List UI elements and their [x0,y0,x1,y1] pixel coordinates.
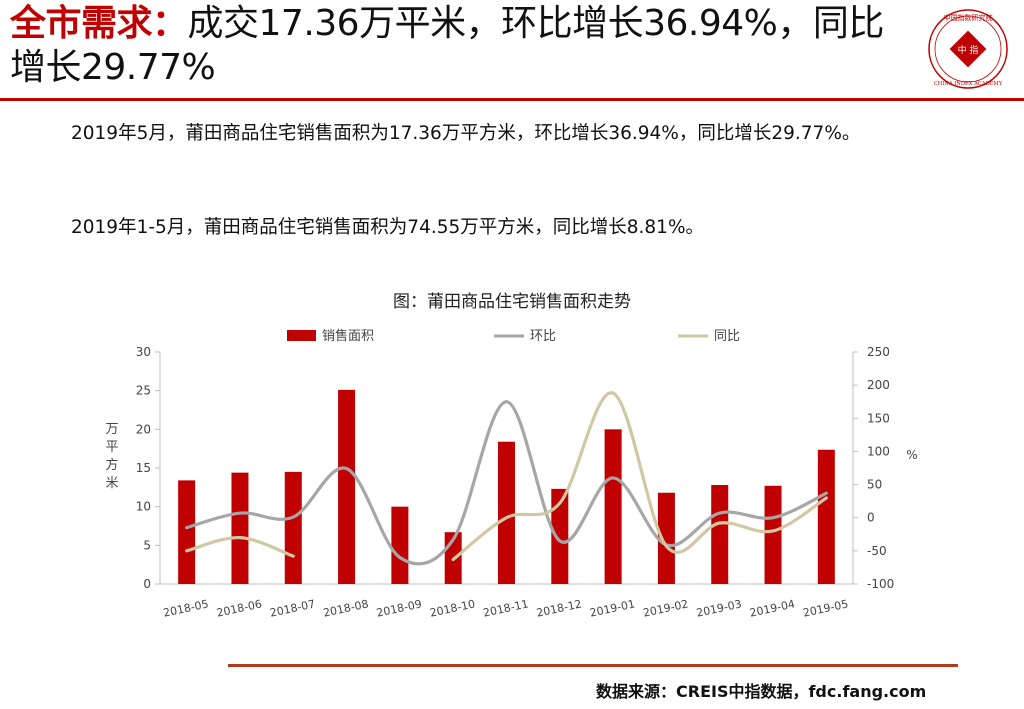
legend-label-mom: 环比 [530,329,556,344]
y-tick-label: 15 [136,461,151,475]
logo-diamond-icon [949,30,987,68]
logo-top-text: 中国指数研究院 [944,13,993,22]
legend-label-sales: 销售面积 [322,328,374,344]
x-tick-label: 2018-06 [215,597,263,619]
bar-sales-2018-06 [231,472,249,584]
x-tick-label: 2018-08 [322,597,370,619]
logo-center-text: 中 指 [958,44,979,56]
x-tick-label: 2018-11 [482,597,530,619]
bar-sales-2019-02 [657,492,675,584]
page-title: 全市需求：成交17.36万平米，环比增长36.94%，同比增长29.77% [10,2,910,90]
bar-sales-2018-11 [498,441,515,584]
line-mom-segment-0 [185,400,828,566]
paragraph-may: 2019年5月，莆田商品住宅销售面积为17.36万平方米，环比增长36.94%，… [35,116,1005,152]
page-title-rest: 成交17.36万平米，环比增长36.94%，同比增长29.77% [10,3,884,88]
bar-sales-2018-12 [551,488,569,584]
y2-tick-label: 200 [867,378,890,392]
paragraph-may-text: 2019年5月，莆田商品住宅销售面积为17.36万平方米，环比增长36.94%，… [71,123,861,144]
y2-tick-label: 0 [867,511,875,525]
y-axis-label: 万 [105,422,118,437]
y2-tick-label: 100 [867,444,890,458]
y-axis-label: 米 [105,476,118,491]
bar-sales-2019-04 [764,485,782,584]
bar-sales-2018-05 [178,480,196,584]
bar-sales-2019-03 [711,485,729,584]
x-tick-label: 2019-03 [695,597,743,619]
page-title-accent: 全市需求： [10,3,188,44]
y-tick-label: 0 [143,577,151,591]
bar-sales-2019-01 [604,429,622,584]
x-tick-label: 2018-05 [162,597,210,619]
y2-axis-label: % [906,448,917,462]
bar-sales-2018-09 [391,506,409,584]
bar-sales-2018-07 [284,471,302,584]
y-axis-label: 平 [105,440,118,455]
logo-bottom-text: CHINA INDEX ACADEMY [934,81,1003,87]
paragraph-jan-may: 2019年1-5月，莆田商品住宅销售面积为74.55万平方米，同比增长8.81%… [35,210,1005,246]
line-yoy-segment-0 [185,535,295,558]
sales-area-chart: 0 5 10 15 20 25 30 -100 -50 0 50 100 150 200 250 万平方米% 2… [105,328,917,620]
y2-tick-label: 150 [867,411,890,425]
x-tick-label: 2019-05 [802,597,850,619]
line-yoy-segment-1 [451,391,828,562]
y-tick-label: 30 [136,345,151,359]
legend-swatch-sales [287,330,316,341]
x-tick-label: 2019-02 [642,597,690,619]
y-tick-label: 5 [143,538,151,552]
china-index-academy-logo: 中国指数研究院 中 指 CHINA INDEX ACADEMY [928,9,1008,89]
bar-sales-2019-05 [817,449,835,584]
y-tick-label: 10 [136,500,151,514]
bar-sales-2018-08 [338,389,356,584]
footer-divider [228,664,958,667]
paragraph-jan-may-text: 2019年1-5月，莆田商品住宅销售面积为74.55万平方米，同比增长8.81%… [71,217,705,238]
y-tick-label: 20 [136,422,151,436]
header-divider [0,98,1024,101]
y2-tick-label: -50 [867,544,887,558]
x-tick-label: 2018-09 [375,597,423,619]
y2-tick-label: -100 [867,577,894,591]
data-source: 数据来源：CREIS中指数据，fdc.fang.com [596,682,927,701]
x-tick-label: 2018-07 [269,597,317,619]
y-axis-label: 方 [105,457,118,473]
x-tick-label: 2019-04 [748,597,796,619]
x-tick-label: 2019-01 [589,597,637,619]
y2-tick-label: 250 [867,345,890,359]
x-tick-label: 2018-10 [429,597,477,619]
y2-tick-label: 50 [867,478,882,492]
legend-label-yoy: 同比 [714,329,740,344]
y-tick-label: 25 [136,384,151,398]
x-tick-label: 2018-12 [535,597,583,619]
chart-title: 图：莆田商品住宅销售面积走势 [393,292,631,312]
